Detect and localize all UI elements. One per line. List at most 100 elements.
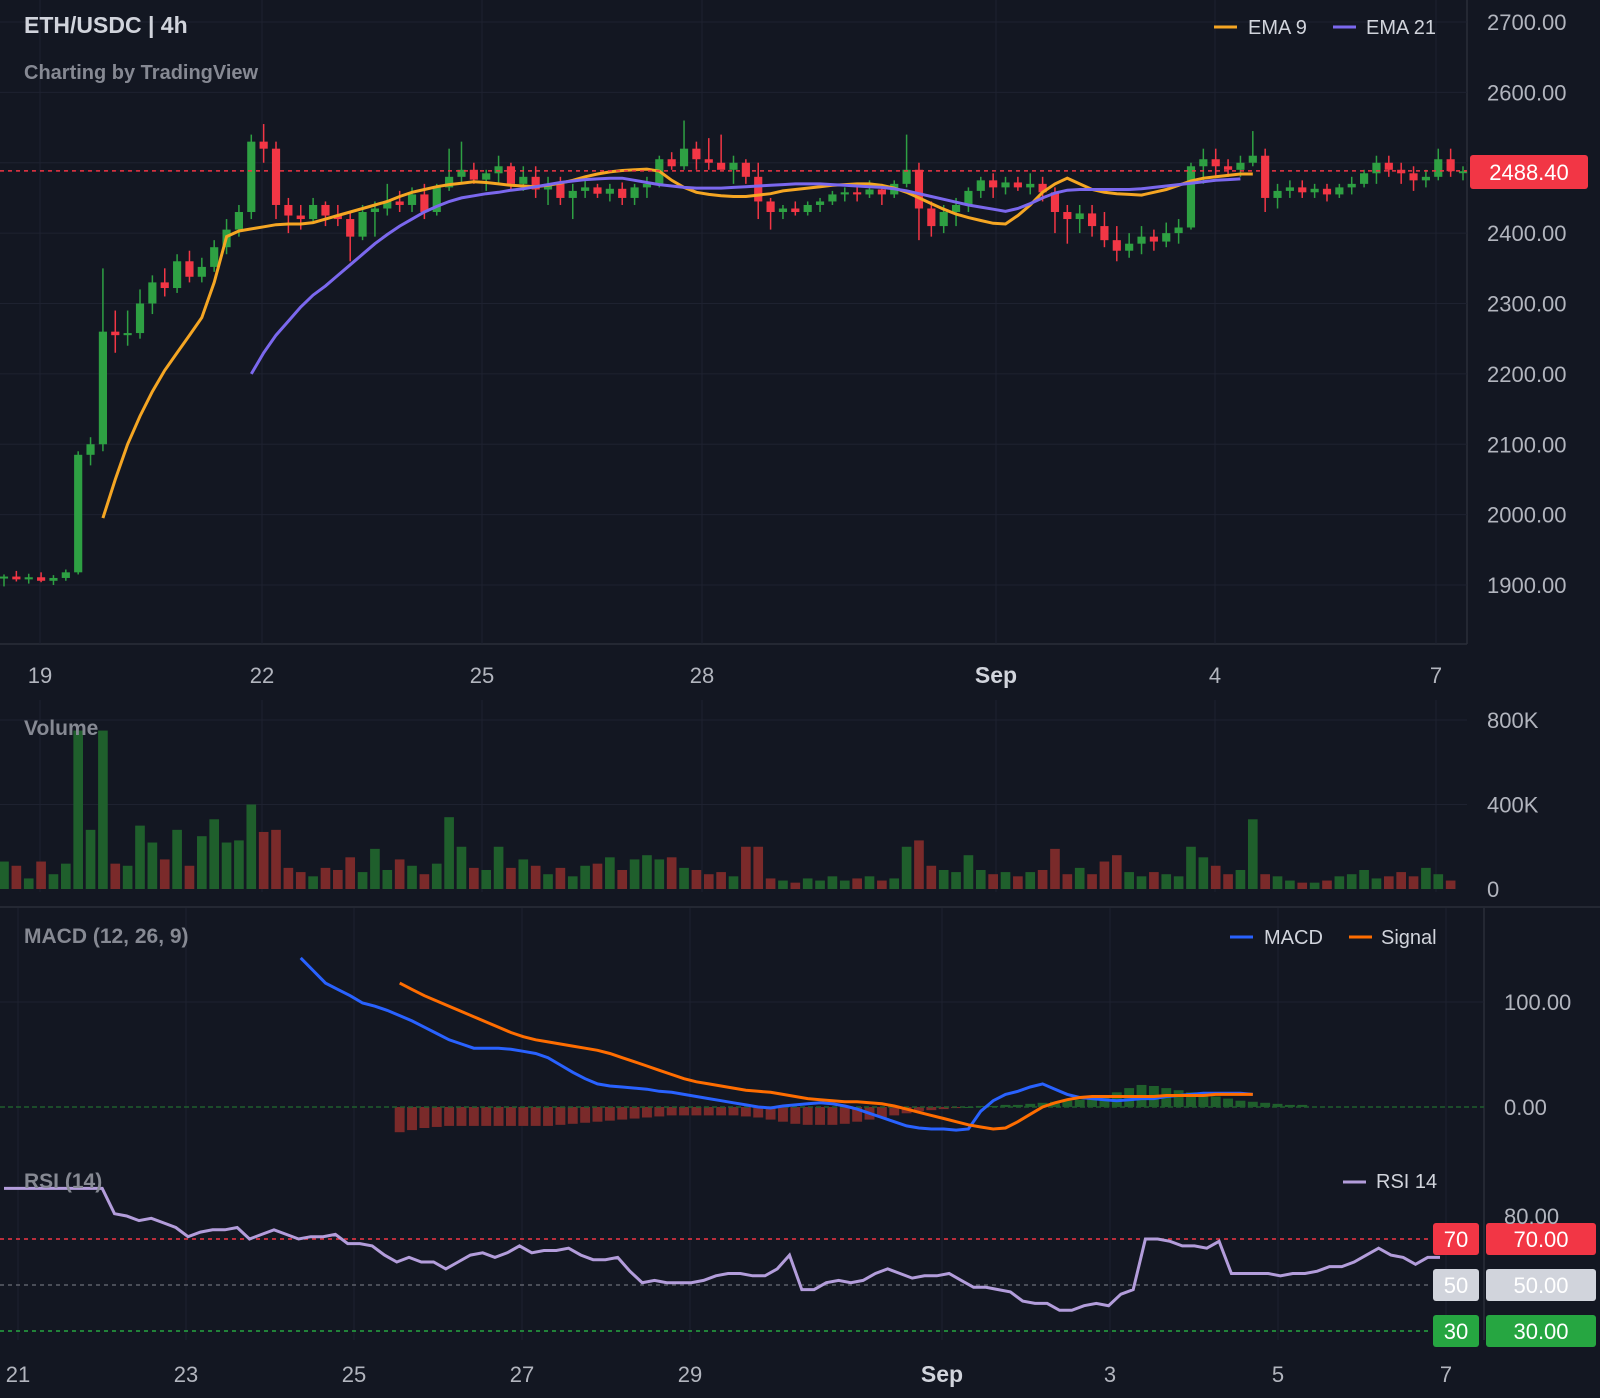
candle-body — [853, 192, 861, 194]
volume-tick-label: 800K — [1487, 708, 1539, 733]
volume-bar — [580, 866, 590, 889]
price-tick-label: 2700.00 — [1487, 10, 1567, 35]
candle-body — [396, 201, 404, 205]
rsi-legend-label: RSI 14 — [1376, 1171, 1437, 1193]
volume-bar — [494, 847, 504, 889]
volume-bar — [49, 874, 59, 889]
volume-bar — [222, 843, 232, 889]
candle-body — [1422, 177, 1430, 181]
macd-histogram-bar — [803, 1107, 813, 1125]
macd-histogram-bar — [827, 1107, 837, 1125]
candle-down — [161, 268, 169, 296]
candle-down — [1212, 149, 1220, 177]
volume-bar — [12, 866, 22, 889]
time-tick-label: 4 — [1209, 663, 1221, 688]
candle-body — [1348, 184, 1356, 188]
candle-body — [49, 578, 57, 581]
candle-body — [804, 205, 812, 212]
price-pane[interactable] — [0, 121, 1467, 587]
candle-body — [1076, 213, 1084, 219]
volume-bar — [617, 870, 627, 889]
macd-histogram-bar — [469, 1107, 479, 1126]
macd-axis: 100.000.00 — [1504, 990, 1571, 1120]
candle-body — [507, 166, 515, 184]
volume-bars — [0, 731, 1455, 889]
candle-down — [1113, 226, 1121, 261]
volume-bar — [778, 881, 788, 889]
volume-bar — [1421, 868, 1431, 889]
candle-body — [742, 163, 750, 177]
volume-bar — [1384, 876, 1394, 889]
volume-bar — [457, 847, 467, 889]
volume-bar — [556, 868, 566, 889]
candle-body — [185, 261, 193, 276]
volume-bar — [1038, 870, 1048, 889]
candle-body — [1063, 212, 1071, 219]
price-legend: EMA 9 EMA 21 — [1214, 17, 1436, 39]
volume-bar — [1137, 876, 1147, 889]
volume-bar — [259, 832, 269, 889]
volume-bar — [667, 857, 677, 889]
macd-histogram-bar — [432, 1107, 442, 1127]
rsi-time-axis[interactable]: 21 23 25 27 29 Sep 3 5 7 — [6, 1361, 1452, 1387]
volume-bar — [296, 872, 306, 889]
candle-up — [804, 201, 812, 215]
candle-down — [1385, 156, 1393, 177]
candle-up — [124, 311, 132, 346]
rsi-axis-badge-label: 70.00 — [1513, 1227, 1568, 1252]
macd-histogram-bar — [481, 1107, 491, 1126]
candle-up — [74, 451, 82, 574]
candle-body — [99, 332, 107, 445]
macd-histogram-bar — [555, 1107, 565, 1125]
candle-body — [111, 332, 119, 336]
volume-bar — [1063, 874, 1073, 889]
candle-up — [1175, 219, 1183, 244]
candle-body — [297, 216, 305, 220]
volume-bar — [1174, 876, 1184, 889]
candle-body — [309, 205, 317, 219]
attribution[interactable]: Charting by TradingView — [24, 62, 259, 84]
candle-body — [519, 177, 527, 184]
candle-body — [37, 577, 45, 581]
macd-histogram-bar — [704, 1107, 714, 1115]
candle-body — [1323, 189, 1331, 195]
macd-histogram-bar — [407, 1107, 417, 1130]
candle-up — [1360, 170, 1368, 188]
candle-body — [1335, 187, 1343, 194]
candle-up — [816, 198, 824, 212]
candle-body — [198, 267, 206, 277]
time-axis[interactable]: 19 22 25 28 Sep 4 7 — [28, 662, 1442, 688]
candle-body — [86, 444, 94, 455]
candle-up — [1125, 233, 1133, 258]
candle-body — [272, 149, 280, 205]
ema21-legend-label: EMA 21 — [1366, 17, 1436, 39]
volume-bar — [333, 870, 343, 889]
macd-histogram-bar — [667, 1107, 677, 1115]
price-axis[interactable]: 2700.002600.002500.002400.002300.002200.… — [1487, 10, 1567, 598]
volume-bar — [382, 870, 392, 889]
candle-up — [1372, 156, 1380, 184]
candle-up — [1422, 170, 1430, 188]
volume-bar — [1372, 878, 1382, 889]
volume-bar — [1359, 870, 1369, 889]
volume-bar — [1186, 847, 1196, 889]
candlesticks — [0, 121, 1467, 587]
volume-bar — [1124, 872, 1134, 889]
candle-down — [717, 135, 725, 170]
candle-down — [260, 124, 268, 163]
volume-bar — [0, 862, 9, 889]
volume-bar — [630, 859, 640, 889]
candle-body — [631, 187, 639, 198]
candle-body — [927, 208, 935, 226]
candle-down — [1397, 163, 1405, 184]
rsi-time-tick-label: 29 — [678, 1362, 702, 1387]
volume-bar — [1310, 883, 1320, 889]
candle-body — [1088, 213, 1096, 226]
candle-body — [940, 212, 948, 226]
candle-body — [1286, 187, 1294, 191]
candle-down — [1298, 180, 1306, 198]
candle-body — [717, 163, 725, 170]
candle-body — [1409, 173, 1417, 180]
candle-up — [1348, 177, 1356, 195]
